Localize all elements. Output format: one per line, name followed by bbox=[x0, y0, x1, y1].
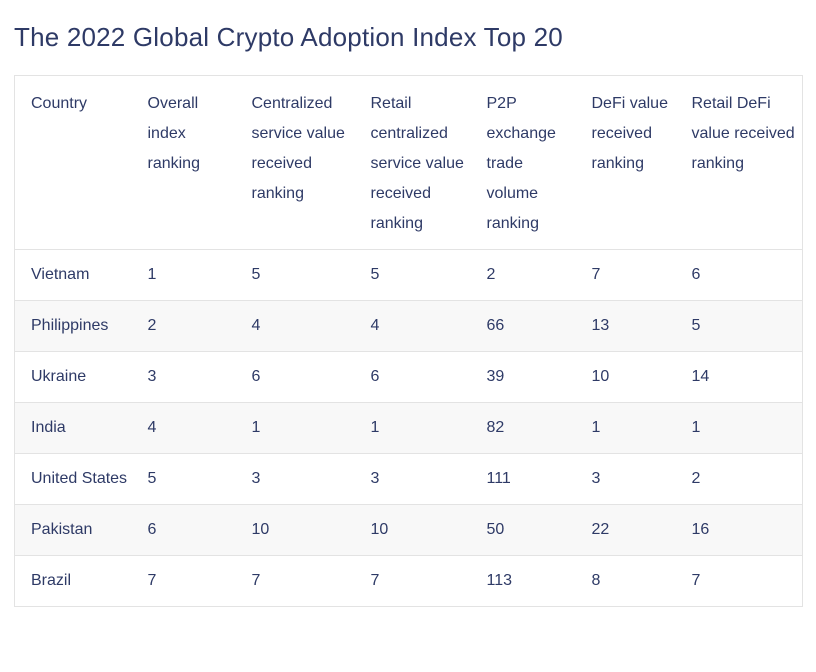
rank-cell: 2 bbox=[147, 317, 157, 334]
table-row-pakistan: Pakistan 6 10 10 50 22 16 bbox=[14, 504, 803, 556]
table-row-brazil: Brazil 7 7 7 113 8 7 bbox=[14, 555, 803, 607]
rank-cell: 14 bbox=[691, 368, 710, 385]
country-cell: Pakistan bbox=[31, 521, 93, 538]
table-header-row: Country Overall index ranking Centralize… bbox=[15, 76, 803, 250]
rank-cell: 1 bbox=[147, 266, 157, 283]
rank-cell: 82 bbox=[486, 419, 505, 436]
rank-cell: 10 bbox=[591, 368, 610, 385]
rank-cell: 8 bbox=[591, 572, 601, 589]
country-cell: Brazil bbox=[31, 572, 72, 589]
rank-cell: 1 bbox=[251, 419, 261, 436]
rank-cell: 6 bbox=[691, 266, 701, 283]
rank-cell: 50 bbox=[486, 521, 505, 538]
column-header-overall-index-ranking: Overall index ranking bbox=[147, 95, 200, 172]
column-header-retail-centralized-service-value: Retail centralized service value receive… bbox=[370, 95, 464, 232]
table-row-vietnam: Vietnam 1 5 5 2 7 6 bbox=[14, 249, 803, 301]
rank-cell: 7 bbox=[147, 572, 157, 589]
rank-cell: 4 bbox=[147, 419, 157, 436]
table-row-india: India 4 1 1 82 1 1 bbox=[14, 402, 803, 454]
table-row-united-states: United States 5 3 3 111 3 2 bbox=[14, 453, 803, 505]
rank-cell: 1 bbox=[591, 419, 601, 436]
rank-cell: 7 bbox=[370, 572, 380, 589]
rank-cell: 6 bbox=[370, 368, 380, 385]
rank-cell: 113 bbox=[486, 572, 513, 589]
rank-cell: 4 bbox=[370, 317, 380, 334]
rank-cell: 7 bbox=[251, 572, 261, 589]
table-header: Country Overall index ranking Centralize… bbox=[15, 76, 803, 250]
table-body: Vietnam 1 5 5 2 7 6 Philippines 2 4 4 66… bbox=[14, 249, 803, 607]
rank-cell: 3 bbox=[591, 470, 601, 487]
table-row-philippines: Philippines 2 4 4 66 13 5 bbox=[14, 300, 803, 352]
rank-cell: 13 bbox=[591, 317, 610, 334]
table-row-ukraine: Ukraine 3 6 6 39 10 14 bbox=[14, 351, 803, 403]
rank-cell: 6 bbox=[147, 521, 157, 538]
column-header-p2p-exchange-volume: P2P exchange trade volume ranking bbox=[486, 95, 556, 232]
crypto-adoption-table: Country Overall index ranking Centralize… bbox=[14, 75, 803, 607]
rank-cell: 5 bbox=[251, 266, 261, 283]
rank-cell: 3 bbox=[370, 470, 380, 487]
rank-cell: 7 bbox=[591, 266, 601, 283]
rank-cell: 5 bbox=[370, 266, 380, 283]
column-header-country: Country bbox=[31, 95, 88, 112]
rank-cell: 22 bbox=[591, 521, 610, 538]
column-header-centralized-service-value: Centralized service value received ranki… bbox=[251, 95, 345, 202]
rank-cell: 111 bbox=[486, 470, 511, 487]
rank-cell: 3 bbox=[147, 368, 157, 385]
rank-cell: 6 bbox=[251, 368, 261, 385]
country-cell: Philippines bbox=[31, 317, 109, 334]
rank-cell: 2 bbox=[691, 470, 701, 487]
rank-cell: 10 bbox=[370, 521, 389, 538]
rank-cell: 1 bbox=[691, 419, 701, 436]
rank-cell: 2 bbox=[486, 266, 496, 283]
rank-cell: 39 bbox=[486, 368, 505, 385]
rank-cell: 4 bbox=[251, 317, 261, 334]
column-header-retail-defi-value: Retail DeFi value received ranking bbox=[691, 95, 795, 172]
rank-cell: 5 bbox=[691, 317, 701, 334]
rank-cell: 16 bbox=[691, 521, 710, 538]
country-cell: Ukraine bbox=[31, 368, 87, 385]
rank-cell: 10 bbox=[251, 521, 270, 538]
rank-cell: 5 bbox=[147, 470, 157, 487]
country-cell: India bbox=[31, 419, 66, 436]
rank-cell: 1 bbox=[370, 419, 380, 436]
country-cell: Vietnam bbox=[31, 266, 90, 283]
rank-cell: 7 bbox=[691, 572, 701, 589]
rank-cell: 3 bbox=[251, 470, 261, 487]
page-title: The 2022 Global Crypto Adoption Index To… bbox=[14, 22, 563, 52]
column-header-defi-value: DeFi value received ranking bbox=[591, 95, 668, 172]
page-container: The 2022 Global Crypto Adoption Index To… bbox=[0, 20, 816, 607]
country-cell: United States bbox=[31, 470, 128, 487]
rank-cell: 66 bbox=[486, 317, 505, 334]
